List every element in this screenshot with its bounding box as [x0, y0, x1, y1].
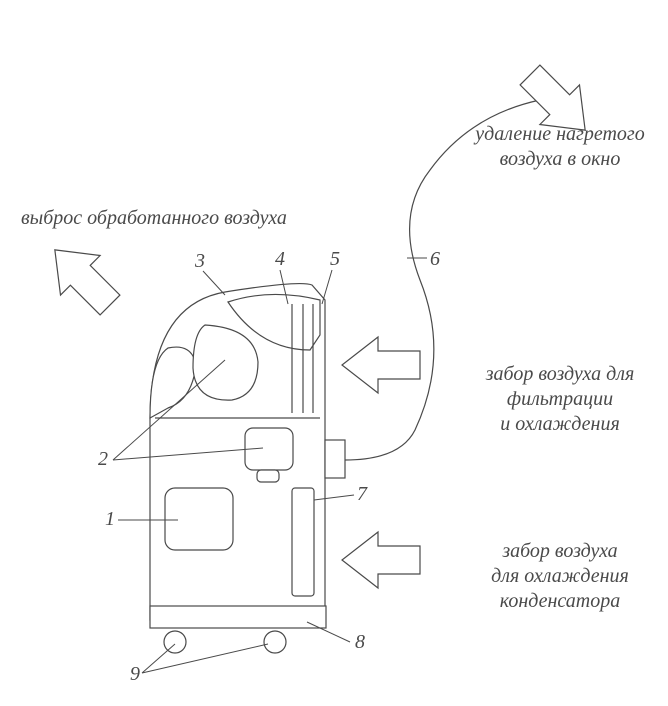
- label-mid-right-2: фильтрации: [507, 388, 613, 410]
- callout-9: 9: [130, 663, 140, 685]
- callout-3: 3: [194, 250, 205, 272]
- arrow-mid_right: [342, 337, 420, 393]
- callout-8: 8: [355, 631, 365, 653]
- evaporator-rect: [165, 488, 233, 550]
- device-body: [150, 100, 540, 653]
- base-plate: [150, 606, 326, 628]
- label-bot-right-3: конденсатора: [500, 590, 620, 612]
- label-mid-right-3: и охлаждения: [500, 413, 620, 435]
- leader-5: [322, 270, 332, 304]
- callout-2: 2: [98, 448, 108, 470]
- leader-3: [203, 271, 225, 295]
- arrow-left: [35, 230, 130, 325]
- label-top-right-1: удаление нагретого: [473, 123, 644, 145]
- label-bot-right-2: для охлаждения: [491, 565, 629, 587]
- mid-small-tab: [257, 470, 279, 482]
- exhaust-port: [325, 440, 345, 478]
- label-bot-right-1: забор воздуха: [501, 540, 617, 562]
- callout-6: 6: [430, 248, 440, 270]
- leader-9: [142, 644, 268, 673]
- callout-4: 4: [275, 248, 285, 270]
- text-labels: удаление нагретого воздуха в окно выброс…: [21, 123, 645, 612]
- leader-8: [307, 622, 350, 642]
- callout-7: 7: [357, 483, 368, 505]
- arrow-bot_right: [342, 532, 420, 588]
- label-top-right-2: воздуха в окно: [500, 148, 621, 170]
- wheel-left: [164, 631, 186, 653]
- label-top-left: выброс обработанного воздуха: [21, 207, 287, 229]
- label-mid-right-1: забор воздуха для: [485, 363, 635, 385]
- condenser-rect: [292, 488, 314, 596]
- callout-1: 1: [105, 508, 115, 530]
- wheel-right: [264, 631, 286, 653]
- callout-5: 5: [330, 248, 340, 270]
